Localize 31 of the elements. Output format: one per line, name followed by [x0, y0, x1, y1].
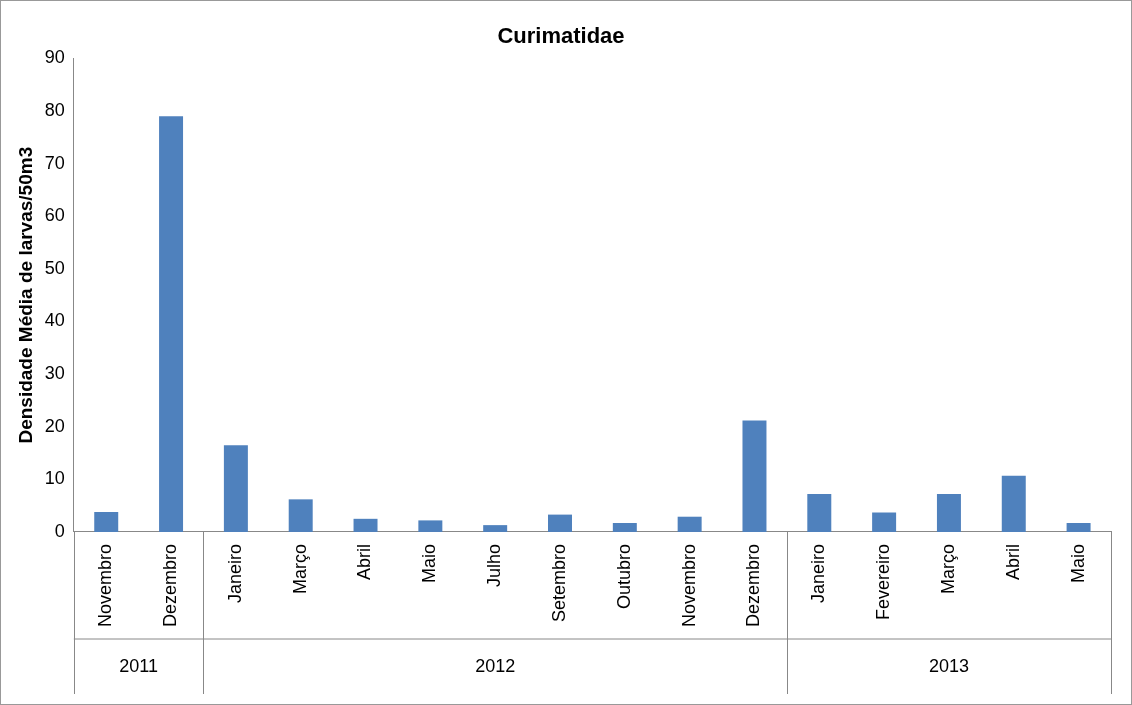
text: 2012	[475, 655, 516, 676]
x-tick-label: Março	[937, 543, 958, 594]
y-tick-label: 30	[44, 363, 65, 384]
x-tick-label: Outubro	[613, 543, 634, 610]
x-tick-label: Julho	[484, 543, 505, 587]
y-tick-label: 40	[44, 310, 65, 331]
y-tick-label: 20	[44, 415, 65, 436]
chart-title: Curimatidae	[497, 23, 625, 49]
x-tick-label: Novembro	[678, 543, 699, 627]
x-tick-label: Setembro	[548, 543, 569, 623]
y-tick-label: 60	[44, 205, 65, 226]
y-tick-label: 10	[44, 468, 65, 489]
text: 2011	[119, 655, 158, 676]
x-tick-label: Maio	[1067, 543, 1088, 583]
x-tick-label: Dezembro	[743, 543, 764, 627]
x-tick-label: Abril	[1002, 543, 1023, 580]
y-tick-label: 0	[54, 520, 65, 541]
x-tick-label: Abril	[354, 543, 375, 580]
x-tick-label: Março	[289, 543, 310, 594]
x-tick-label: Janeiro	[808, 543, 829, 604]
x-tick-label: Fevereiro	[873, 543, 894, 620]
y-tick-label: 50	[44, 257, 65, 278]
x-tick-label: Janeiro	[224, 543, 245, 604]
y-axis-title: Densidade Média de larvas/50m3	[14, 146, 36, 444]
y-tick-label: 70	[44, 152, 65, 173]
y-tick-label: 80	[44, 99, 65, 120]
text: 2013	[928, 655, 969, 676]
x-tick-label: Dezembro	[160, 543, 181, 627]
y-tick-label: 90	[44, 47, 65, 68]
x-tick-label: Novembro	[95, 543, 116, 627]
x-tick-label: Maio	[419, 543, 440, 583]
